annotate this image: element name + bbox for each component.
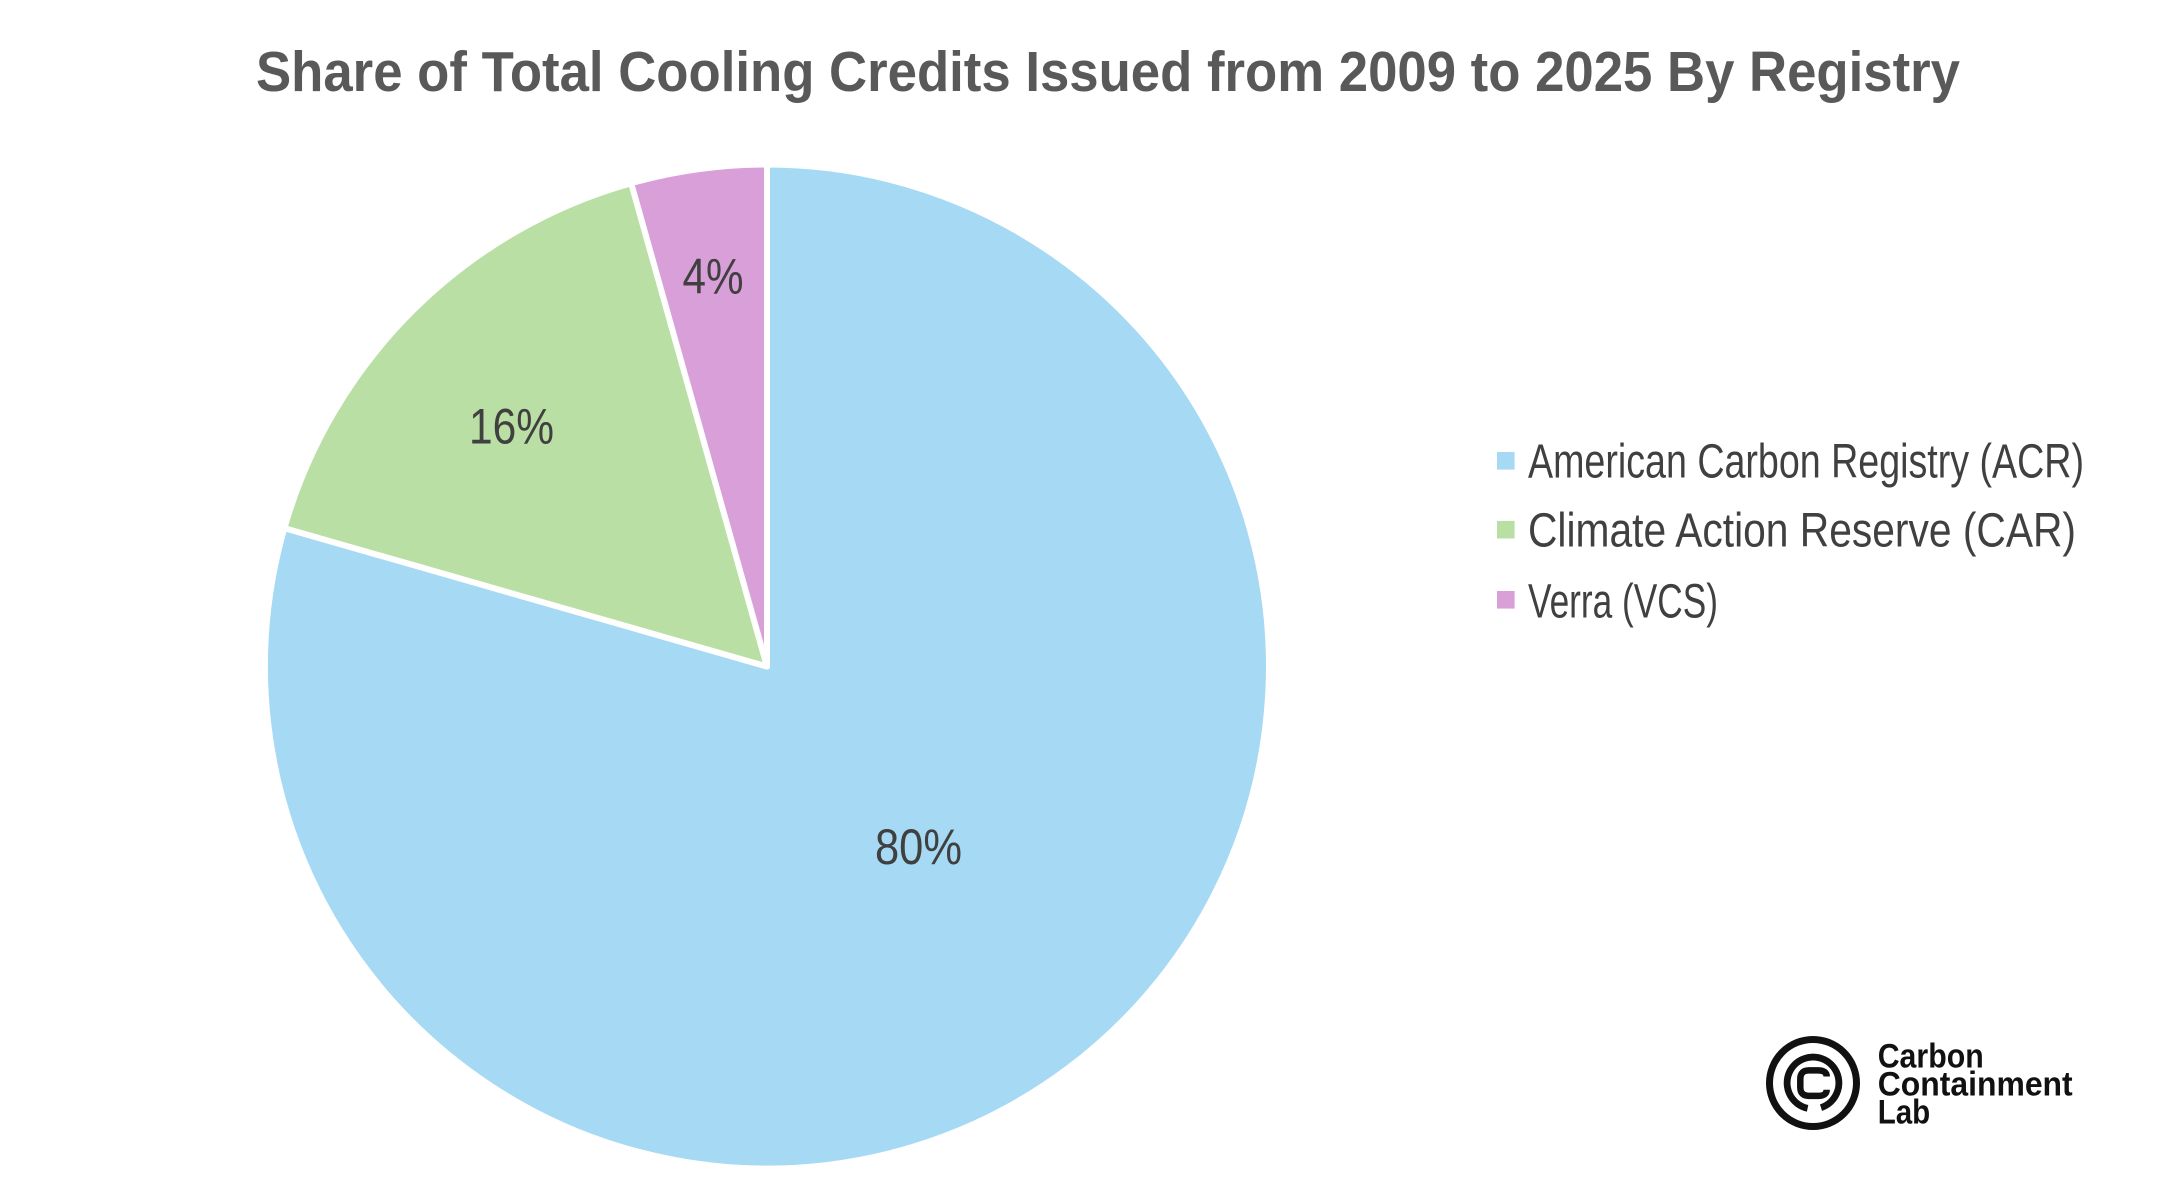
svg-text:4%: 4%: [683, 248, 744, 305]
svg-text:Climate Action Reserve (CAR): Climate Action Reserve (CAR): [1528, 504, 2076, 557]
svg-text:Carbon: Carbon: [1878, 1038, 1984, 1076]
svg-text:Containment: Containment: [1878, 1065, 2073, 1103]
svg-text:16%: 16%: [469, 398, 554, 455]
svg-text:Share of Total Cooling Credits: Share of Total Cooling Credits Issued fr…: [256, 40, 1960, 104]
svg-text:80%: 80%: [875, 818, 962, 875]
svg-text:American Carbon Registry (ACR): American Carbon Registry (ACR): [1528, 436, 2084, 489]
svg-text:Verra (VCS): Verra (VCS): [1528, 575, 1718, 628]
svg-text:Lab: Lab: [1878, 1093, 1931, 1131]
